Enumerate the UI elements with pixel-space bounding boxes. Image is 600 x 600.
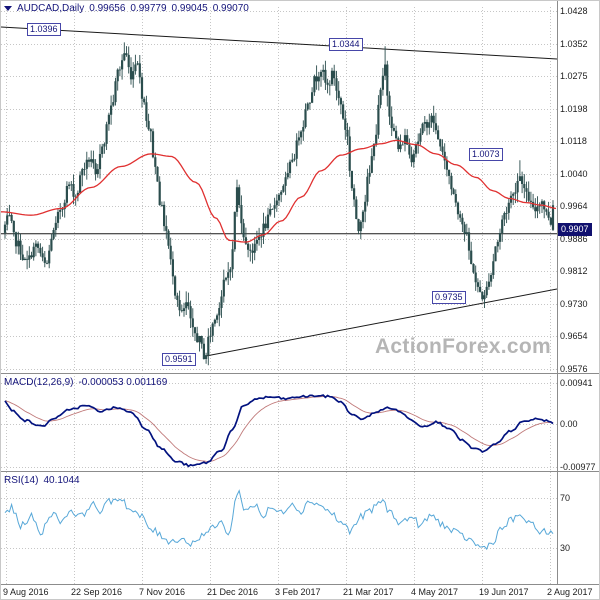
price-axis-label: 0.9576 [560,364,588,374]
price-axis-label: 0.9812 [560,266,588,276]
price-axis-label: 0.9654 [560,331,588,341]
date-label: 7 Nov 2016 [139,587,186,597]
macd-main-line [4,394,554,468]
date-label: 3 Feb 2017 [275,587,321,597]
date-label: 19 Jun 2017 [479,587,529,597]
price-axis-label: 1.0352 [560,39,588,49]
rsi-axis-label: 30 [560,543,571,553]
price-annotation[interactable]: 1.0073 [469,148,503,161]
rsi-values: 40.1044 [43,475,80,486]
ohlc-high: 0.99779 [130,3,167,14]
macd-axis-label: 0.00941 [560,378,593,388]
price-annotation[interactable]: 1.0396 [27,23,61,36]
rsi-axis-label: 70 [560,493,571,503]
watermark: ActionForex.com [374,335,551,358]
price-annotation[interactable]: 0.9591 [162,353,196,366]
price-axis-label: 1.0040 [560,169,588,179]
price-axis-label: 0.9730 [560,299,588,309]
macd-axis-label: 0.00 [560,419,578,429]
ohlc-low: 0.99045 [171,3,208,14]
ohlc-open: 0.99656 [89,3,126,14]
macd-values: -0.000053 0.001169 [78,377,168,388]
price-axis-label: 0.9964 [560,201,588,211]
current-price-tag: 0.9907 [558,223,592,236]
macd-indicator-label: MACD(12,26,9) -0.000053 0.001169 [4,377,172,388]
date-label: 4 May 2017 [411,587,459,597]
date-label: 9 Aug 2016 [3,587,49,597]
macd-panel[interactable] [4,394,554,468]
date-label: 22 Sep 2016 [71,587,123,597]
moving-average-line [1,139,557,243]
price-axis-label: 1.0118 [560,136,587,146]
price-annotation[interactable]: 0.9735 [432,291,466,304]
grid-lines [1,7,557,584]
chart-title: AUDCAD,Daily 0.99656 0.99779 0.99045 0.99070 [4,3,254,14]
ohlc-close: 0.99070 [212,3,249,14]
date-label: 2 Aug 2017 [547,587,593,597]
price-panel[interactable] [1,26,557,366]
price-axis-label: 1.0275 [560,71,588,81]
price-axis-label: 1.0198 [560,104,588,114]
price-axis-label: 0.9886 [560,234,588,244]
rsi-name: RSI(14) [4,475,39,486]
rsi-panel[interactable] [4,489,554,551]
candlestick-bodies [3,53,555,359]
date-label: 21 Mar 2017 [343,587,394,597]
macd-axis-label: -0.00977 [560,462,596,472]
date-label: 21 Dec 2016 [207,587,259,597]
rsi-indicator-label: RSI(14) 40.1044 [4,475,85,486]
symbol-dropdown-icon [4,6,12,11]
price-annotation[interactable]: 1.0344 [329,38,363,51]
rsi-line [4,489,554,551]
macd-name: MACD(12,26,9) [4,377,74,388]
price-axis-label: 1.0428 [560,6,588,16]
symbol-period-label: AUDCAD,Daily [17,3,85,14]
panel-separators [1,1,599,585]
